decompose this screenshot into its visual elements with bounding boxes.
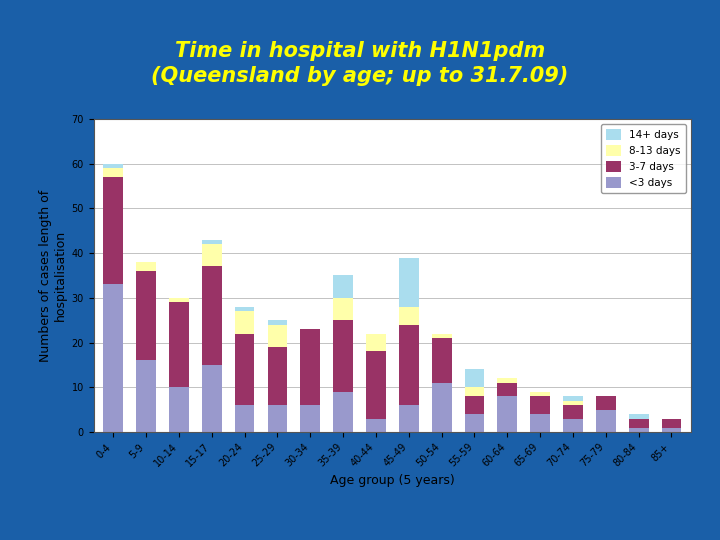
Bar (300, 405, 320, 432)
Bar (104, 177, 123, 285)
Text: Time in hospital with H1N1pdm: Time in hospital with H1N1pdm (175, 41, 545, 62)
Bar (202, 365, 222, 432)
Bar (169, 298, 189, 302)
Bar (333, 275, 353, 298)
Bar (136, 360, 156, 432)
Bar (563, 396, 583, 401)
Bar (629, 428, 649, 432)
Bar (596, 396, 616, 410)
Bar (464, 396, 485, 414)
Bar (366, 334, 386, 352)
Bar (169, 387, 189, 432)
Bar (464, 387, 485, 396)
Bar (235, 311, 254, 334)
Bar (169, 302, 189, 387)
Bar (531, 396, 550, 414)
Bar (366, 418, 386, 432)
Bar (662, 418, 681, 428)
Bar (629, 418, 649, 428)
X-axis label: Age group (5 years): Age group (5 years) (330, 475, 455, 488)
Bar (432, 338, 451, 383)
Bar (104, 164, 123, 168)
Bar (136, 262, 156, 271)
Bar (498, 396, 517, 432)
Bar (235, 405, 254, 432)
Y-axis label: Numbers of cases length of
hospitalisation: Numbers of cases length of hospitalisati… (40, 190, 68, 361)
Bar (629, 414, 649, 418)
Bar (563, 401, 583, 405)
Bar (399, 258, 418, 307)
Bar (333, 320, 353, 392)
Bar (531, 414, 550, 432)
Text: (Queensland by age; up to 31.7.09): (Queensland by age; up to 31.7.09) (151, 65, 569, 86)
Bar (202, 266, 222, 365)
Bar (268, 325, 287, 347)
Bar (563, 405, 583, 418)
Bar (333, 392, 353, 432)
Bar (464, 369, 485, 387)
Bar (202, 244, 222, 266)
Bar (268, 320, 287, 325)
Bar (235, 307, 254, 311)
Bar (399, 307, 418, 325)
Bar (366, 352, 386, 418)
Bar (268, 405, 287, 432)
Bar (104, 285, 123, 432)
Bar (563, 418, 583, 432)
Bar (268, 347, 287, 405)
Bar (464, 414, 485, 432)
Bar (202, 240, 222, 244)
Bar (432, 334, 451, 338)
Bar (498, 379, 517, 383)
Bar (662, 428, 681, 432)
Bar (399, 325, 418, 405)
Bar (104, 168, 123, 177)
Bar (432, 383, 451, 432)
Bar (235, 334, 254, 405)
Bar (596, 410, 616, 432)
Bar (300, 329, 320, 405)
Bar (531, 392, 550, 396)
Bar (498, 383, 517, 396)
Bar (399, 405, 418, 432)
Bar (333, 298, 353, 320)
Legend: 14+ days, 8-13 days, 3-7 days, <3 days: 14+ days, 8-13 days, 3-7 days, <3 days (601, 124, 686, 193)
Bar (136, 271, 156, 360)
